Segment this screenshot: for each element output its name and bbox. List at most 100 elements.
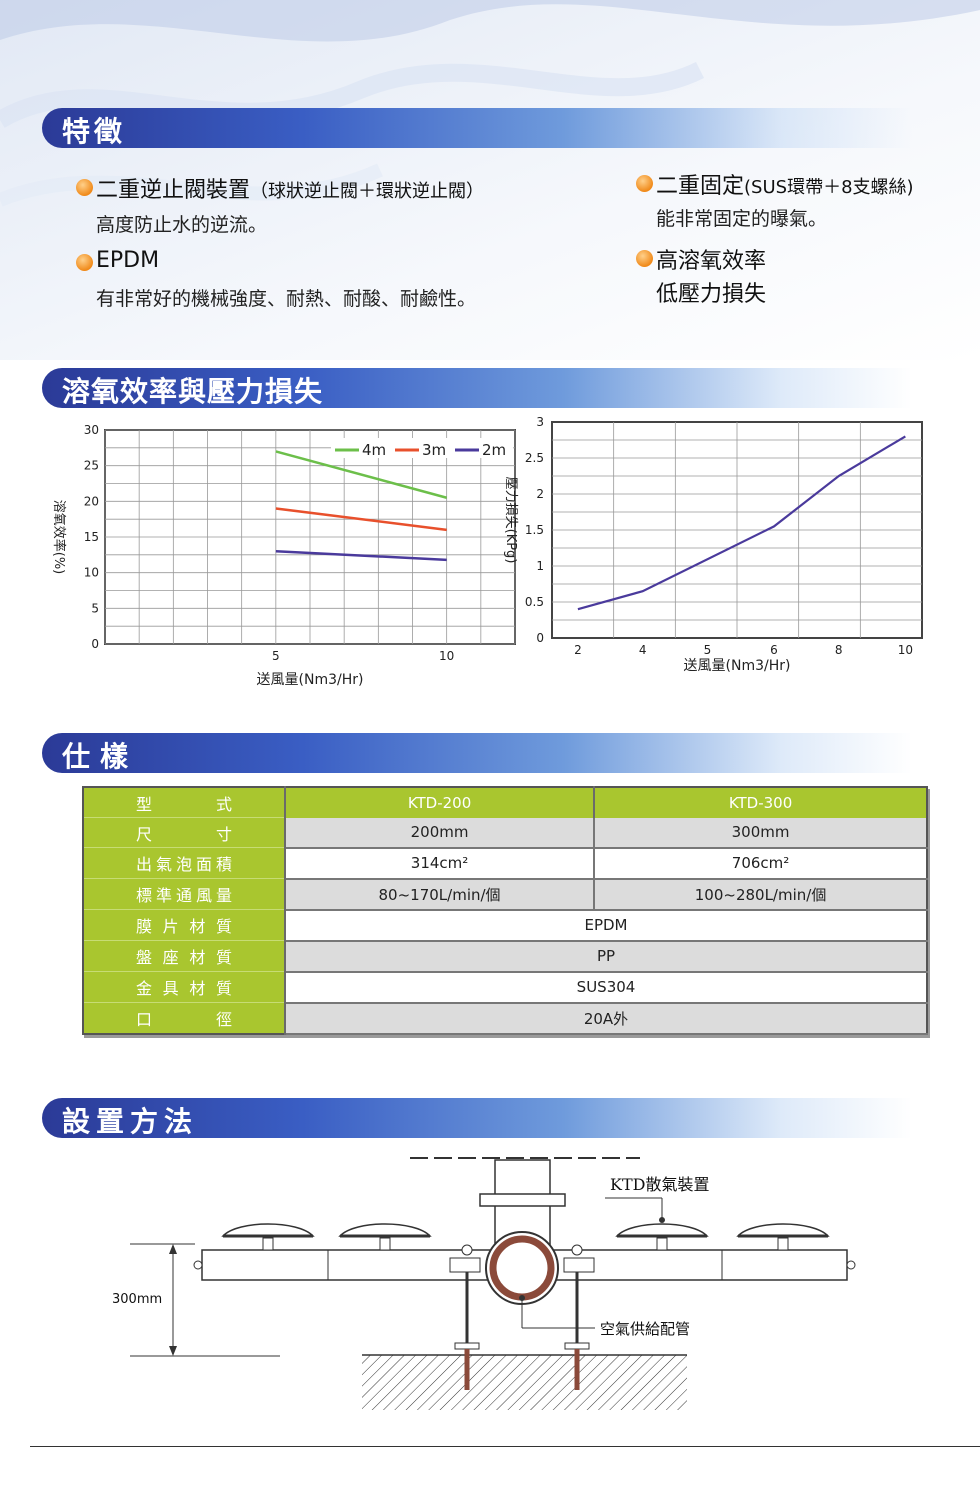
- feature-epdm-desc: 有非常好的機械強度、耐熱、耐酸、耐鹼性。: [96, 288, 477, 310]
- do-efficiency-chart: 0 5 10 15 20 25 30 5 10 送風量(Nm3/Hr) 溶氧效率(%) 4m 3m 2m: [51, 423, 516, 688]
- legend-label: 2m: [482, 441, 506, 459]
- leader-dot: [659, 1217, 665, 1223]
- device-label: KTD散氣裝置: [610, 1175, 709, 1194]
- table-cell: 300mm: [594, 817, 927, 849]
- table-row: 膜片材質 EPDM: [83, 909, 927, 942]
- row-label: 標準通風量: [83, 878, 286, 910]
- y-tick-label: 0.5: [525, 595, 544, 609]
- footer-rule: [30, 1446, 980, 1447]
- label-char: 膜: [136, 917, 155, 936]
- specs-banner: [42, 733, 912, 773]
- table-cell: 20A外: [285, 1002, 927, 1035]
- label-char: 出: [136, 855, 155, 874]
- x-axis-label: 送風量(Nm3/Hr): [684, 658, 791, 674]
- performance-banner: [42, 368, 912, 408]
- x-tick-label: 2: [574, 643, 582, 657]
- label-char: 具: [162, 979, 181, 998]
- table-cell: SUS304: [285, 971, 927, 1004]
- label-char: 材: [189, 917, 208, 936]
- column-header-ktd200: KTD-200: [285, 787, 596, 818]
- row-label: 盤座材質: [83, 940, 286, 972]
- riser-flange: [479, 1193, 566, 1207]
- feature-epdm-title: EPDM: [96, 248, 160, 273]
- label-char: 量: [215, 886, 234, 905]
- pipe-end-cap: [846, 1260, 856, 1270]
- x-tick-label: 5: [704, 643, 712, 657]
- label-char: 型: [136, 794, 155, 814]
- y-tick-label: 3: [536, 415, 544, 429]
- y-axis-label: 溶氧效率(%): [51, 500, 67, 575]
- clamp-bracket: [449, 1257, 481, 1273]
- label-char: 寸: [215, 824, 234, 844]
- label-char: 面: [195, 855, 214, 874]
- x-tick-label: 10: [439, 649, 454, 663]
- table-cell: 706cm²: [594, 847, 927, 880]
- height-label: 300mm: [112, 1292, 162, 1307]
- ground-hatch: [362, 1355, 687, 1410]
- bullet-icon: [636, 250, 653, 267]
- table-cell: 80~170L/min/個: [285, 878, 596, 911]
- diffuser-icon: [338, 1223, 432, 1251]
- label-char: 尺: [136, 824, 155, 844]
- table-cell: 200mm: [285, 817, 596, 849]
- label-char: 質: [215, 948, 234, 967]
- label-char: 標: [136, 886, 155, 905]
- series-line-2m: [275, 550, 447, 562]
- table-cell: 314cm²: [285, 847, 596, 880]
- label-char: 座: [162, 948, 181, 967]
- dim-arrow-down-icon: [169, 1346, 177, 1356]
- label-char: 質: [215, 979, 234, 998]
- table-row: 出氣泡面積 314cm² 706cm²: [83, 847, 927, 880]
- table-row: 口徑 20A外: [83, 1002, 927, 1035]
- y-tick-label: 0: [536, 631, 544, 645]
- feature-title: 二重固定: [656, 174, 745, 199]
- feature-title: 二重逆止閥裝置: [96, 178, 251, 203]
- bullet-icon: [636, 175, 653, 192]
- label-char: 材: [189, 979, 208, 998]
- table-row: 尺寸 200mm 300mm: [83, 817, 927, 849]
- label-char: 質: [215, 917, 234, 936]
- row-label: 尺寸: [83, 817, 286, 848]
- x-tick-label: 4: [639, 643, 647, 657]
- label-char: 通: [175, 886, 194, 905]
- series-line-4m: [275, 450, 447, 499]
- features-section-title: 特徵: [62, 115, 127, 148]
- y-tick-label: 1.5: [525, 523, 544, 537]
- legend-label: 3m: [422, 441, 446, 459]
- specs-section-title: 仕樣: [62, 740, 139, 773]
- y-tick-label: 10: [84, 566, 99, 580]
- y-tick-label: 2: [536, 487, 544, 501]
- table-header-row: 型式 KTD-200 KTD-300: [83, 787, 927, 818]
- installation-banner: [42, 1098, 912, 1138]
- pipe-end-cap: [193, 1260, 203, 1270]
- x-tick-label: 6: [770, 643, 778, 657]
- spec-table: 型式 KTD-200 KTD-300 尺寸 200mm 300mm 出氣泡面積 314c…: [82, 786, 928, 1035]
- dim-arrow-up-icon: [169, 1244, 177, 1254]
- installation-section-title: 設置方法: [62, 1105, 199, 1138]
- anchor-plate: [454, 1342, 480, 1350]
- row-label: 膜片材質: [83, 909, 286, 941]
- diffuser-icon: [615, 1223, 709, 1251]
- label-char: 準: [155, 886, 174, 905]
- label-char: 口: [136, 1009, 155, 1029]
- row-label: 金具材質: [83, 971, 286, 1003]
- y-tick-label: 0: [91, 637, 99, 651]
- y-tick-label: 15: [84, 530, 99, 544]
- bolt-icon: [461, 1244, 473, 1256]
- label-char: 氣: [155, 855, 174, 874]
- label-char: 風: [195, 886, 214, 905]
- table-row: 標準通風量 80~170L/min/個 100~280L/min/個: [83, 878, 927, 911]
- y-tick-label: 30: [84, 423, 99, 437]
- feature-efficiency-title: 高溶氧效率: [656, 249, 767, 274]
- background-swirl: [0, 0, 980, 360]
- x-tick-label: 8: [835, 643, 843, 657]
- label-char: 式: [215, 794, 234, 814]
- y-tick-label: 5: [91, 601, 99, 615]
- pressure-loss-chart: 0 0.5 1 1.5 2 2.5 3 2 4 5 6 8 10 送風量(Nm3/Hr) 壓力損失(KPg): [503, 415, 923, 674]
- table-cell: 100~280L/min/個: [594, 878, 927, 911]
- x-tick-label: 10: [898, 643, 913, 657]
- table-cell: EPDM: [285, 909, 927, 942]
- series-line-3m: [275, 507, 447, 532]
- sus-clamp-ring: [485, 1231, 559, 1305]
- pipe-label: 空氣供給配管: [600, 1320, 690, 1338]
